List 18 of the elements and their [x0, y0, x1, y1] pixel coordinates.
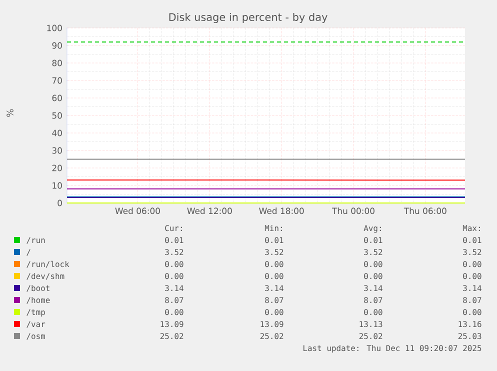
y-tick-label: 10 — [52, 182, 62, 189]
y-tick-label: 20 — [52, 164, 62, 172]
y-tick-label: 30 — [52, 147, 62, 154]
x-tick-label: Thu 06:00 — [404, 208, 446, 214]
y-axis-title: % — [6, 109, 14, 117]
x-tick-label: Wed 06:00 — [115, 208, 160, 214]
x-tick-label: Wed 12:00 — [187, 208, 232, 214]
y-tick-label: 0 — [58, 200, 62, 206]
y-tick-label: 60 — [52, 94, 62, 102]
y-tick-label: 100 — [47, 24, 62, 32]
x-tick-label: Wed 18:00 — [259, 208, 304, 214]
x-tick-label: Thu 00:00 — [332, 208, 374, 214]
y-tick-label: 50 — [52, 112, 62, 119]
chart-title: Disk usage in percent - by day — [169, 12, 328, 24]
y-tick-label: 80 — [52, 60, 62, 66]
y-tick-label: 40 — [52, 130, 62, 136]
y-tick-label: 70 — [52, 77, 62, 84]
y-tick-label: 90 — [52, 42, 62, 49]
